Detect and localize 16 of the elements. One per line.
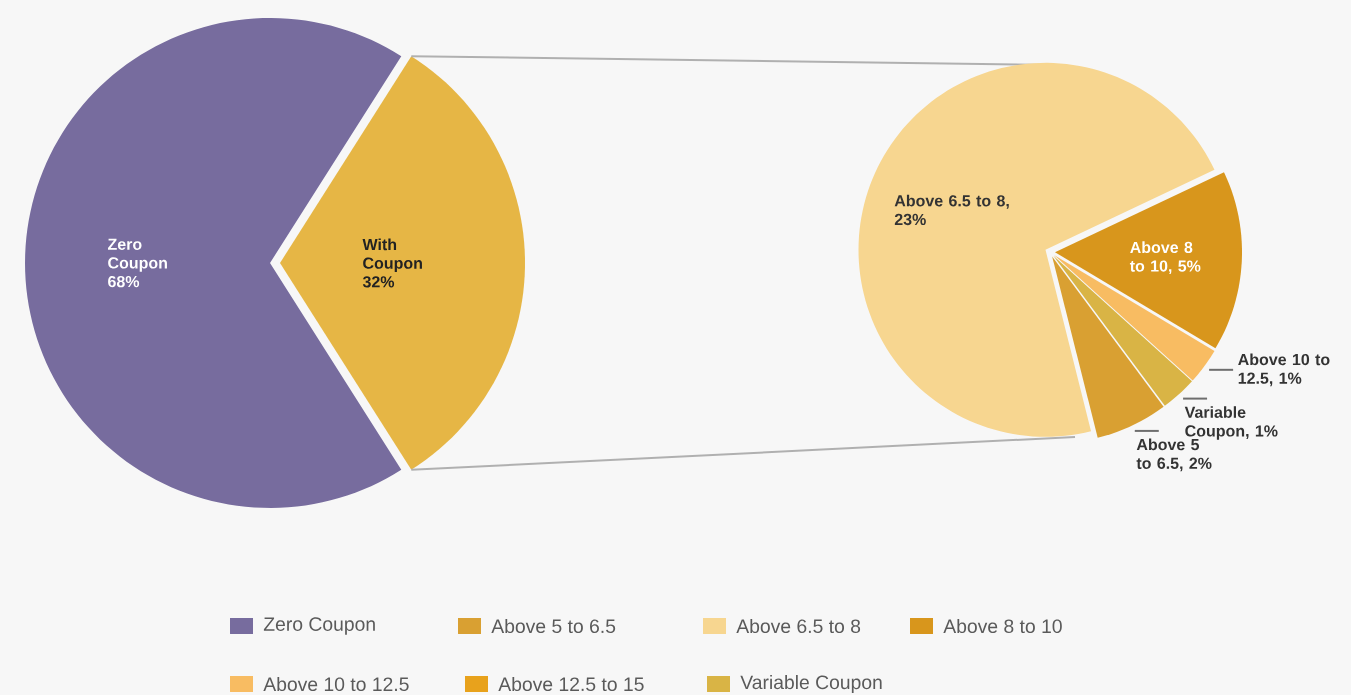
data-label: Above 6.5 to 8, 23% (894, 194, 1009, 226)
slice-label: With Coupon (362, 238, 422, 273)
legend-label: Zero Coupon (263, 617, 375, 635)
legend-label: Above 8 to 10 (943, 618, 1062, 634)
legend-label: Above 12.5 to 15 (498, 676, 644, 692)
legend-label: Above 5 to 6.5 (491, 618, 616, 634)
legend-label: Above 6.5 to 8 (736, 618, 861, 634)
data-label: Above 8 to 10, 5% (1129, 241, 1201, 275)
data-label: Above 10 to 12.5, 1% (1238, 353, 1330, 387)
data-label: 32% (362, 276, 395, 288)
legend-label: Variable Coupon (740, 674, 882, 693)
legend-label: Above 10 to 12.5 (263, 676, 409, 692)
data-label: Variable Coupon, 1% (1184, 406, 1278, 440)
data-label: 68% (108, 275, 140, 288)
data-label: Above 5 to 6.5, 2% (1136, 438, 1212, 472)
slice-label: Zero Coupon (108, 238, 167, 272)
